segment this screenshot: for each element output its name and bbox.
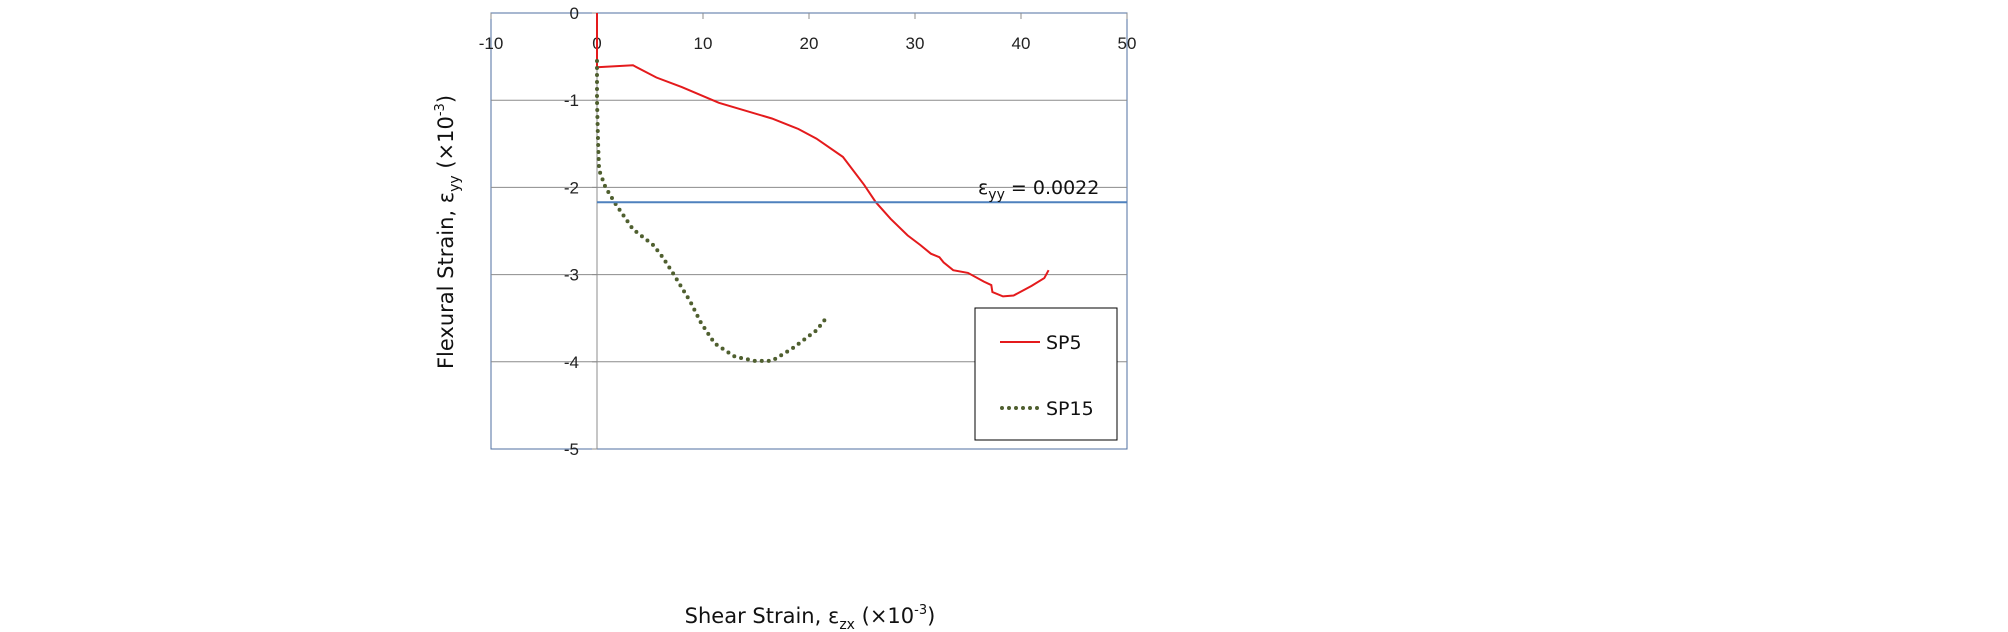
y-tick-label: -5 bbox=[564, 440, 579, 459]
legend-label-sp15: SP15 bbox=[1046, 398, 1094, 420]
y-tick-label: -2 bbox=[564, 178, 579, 197]
legend-box bbox=[974, 307, 1118, 441]
x-tick-label: 50 bbox=[1118, 34, 1137, 53]
y-tick-label: 0 bbox=[570, 4, 579, 23]
y-tick-label: -1 bbox=[564, 91, 579, 110]
legend: SP5 SP15 bbox=[974, 307, 1118, 441]
x-tick-label: 30 bbox=[906, 34, 925, 53]
series-sp5-line bbox=[596, 13, 1050, 298]
series-sp15-line bbox=[595, 59, 828, 363]
x-tick-label: 10 bbox=[694, 34, 713, 53]
x-tick-label: 20 bbox=[800, 34, 819, 53]
x-tick-label: -10 bbox=[479, 34, 504, 53]
legend-label-sp5: SP5 bbox=[1046, 332, 1082, 354]
reference-line-label: εyy = 0.0022 bbox=[978, 177, 1099, 203]
x-tick-label: 40 bbox=[1012, 34, 1031, 53]
y-axis-title: Flexural Strain, εyy (×10-3) bbox=[433, 95, 463, 369]
x-axis-title: Shear Strain, εzx (×10-3) bbox=[685, 603, 936, 632]
y-tick-label: -3 bbox=[564, 266, 579, 285]
y-tick-label: -4 bbox=[564, 353, 579, 372]
